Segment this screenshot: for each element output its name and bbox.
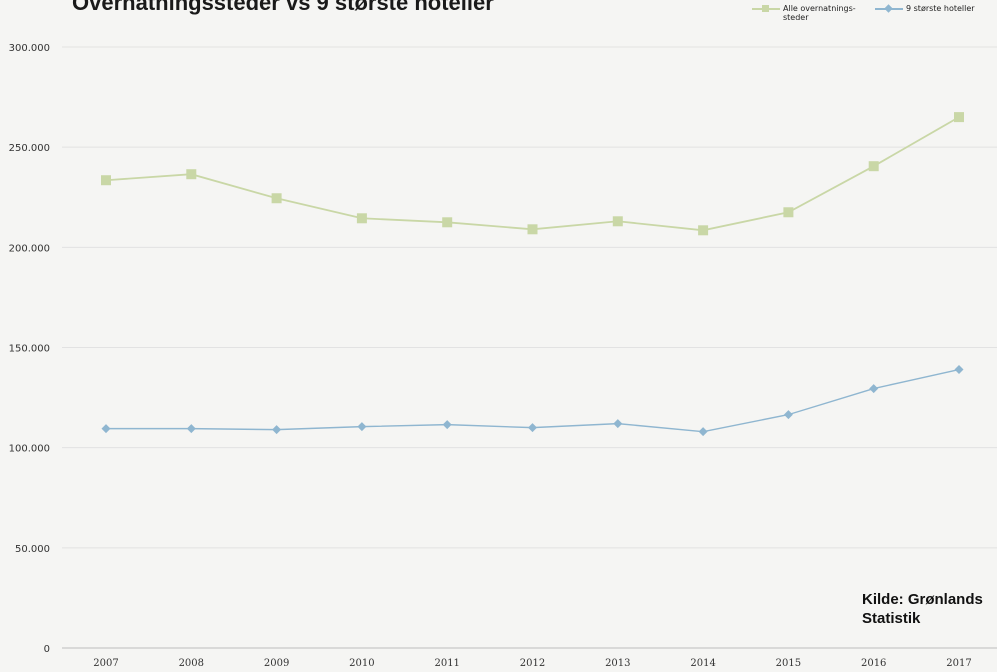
data-point	[527, 224, 538, 235]
data-point	[783, 410, 793, 420]
data-point	[613, 419, 623, 429]
series-line	[106, 368, 960, 433]
series-line	[105, 116, 960, 232]
y-tick-label: 100.000	[9, 444, 50, 455]
data-point	[186, 169, 197, 180]
x-tick-label: 2009	[264, 658, 289, 669]
source-note: Kilde: Grønlands Statistik	[862, 591, 983, 627]
data-point	[442, 217, 453, 228]
data-point	[101, 424, 111, 434]
data-point	[271, 193, 282, 204]
legend-swatch-all	[752, 4, 780, 12]
y-tick-label: 250.000	[9, 143, 50, 154]
data-point	[356, 213, 367, 224]
data-point	[101, 175, 111, 186]
data-point	[954, 112, 964, 123]
x-tick-label: 2008	[179, 658, 204, 669]
x-tick-label: 2007	[93, 658, 118, 669]
legend-swatch-hotels	[875, 4, 903, 13]
chart-title: Overnatningssteder vs 9 største hoteller	[72, 0, 494, 15]
y-tick-label: 0	[44, 644, 50, 655]
data-point	[357, 422, 367, 432]
x-tick-label: 2012	[520, 658, 545, 669]
x-tick-label: 2016	[861, 658, 886, 669]
y-tick-label: 200.000	[9, 243, 50, 254]
x-tick-label: 2015	[776, 658, 801, 669]
data-point	[698, 427, 708, 437]
x-tick-label: 2013	[605, 658, 630, 669]
data-point	[698, 225, 709, 236]
data-point	[272, 425, 282, 435]
x-tick-label: 2010	[349, 658, 374, 669]
legend-label-line-2: steder	[783, 13, 809, 22]
x-tick-label: 2017	[946, 658, 971, 669]
legend-label-line-1: Alle overnatnings-	[783, 4, 856, 13]
data-point	[868, 161, 879, 172]
legend-label-hotels: 9 største hoteller	[906, 4, 975, 13]
y-tick-label: 300.000	[9, 43, 50, 54]
data-point	[783, 207, 794, 218]
x-tick-label: 2011	[434, 658, 459, 669]
legend-item-all-accommodations: Alle overnatnings- steder	[752, 4, 856, 22]
y-tick-label: 50.000	[15, 544, 50, 555]
data-point	[186, 424, 196, 434]
data-point	[528, 423, 537, 433]
data-point	[954, 365, 964, 375]
data-point	[612, 216, 623, 227]
y-tick-label: 150.000	[9, 344, 50, 355]
x-tick-label: 2014	[690, 658, 715, 669]
data-point	[869, 384, 879, 394]
data-point	[442, 420, 452, 430]
legend-item-9-largest-hotels: 9 største hoteller	[875, 4, 975, 13]
